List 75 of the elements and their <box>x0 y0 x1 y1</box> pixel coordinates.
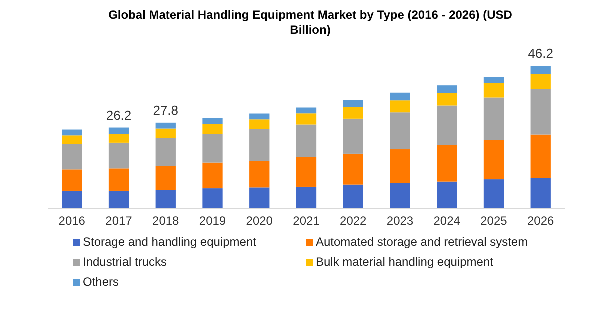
x-tick-label: 2023 <box>386 214 414 228</box>
bar <box>108 168 130 191</box>
x-tick-label: 2020 <box>246 214 274 228</box>
bar <box>296 114 317 125</box>
bar <box>530 89 551 135</box>
bar <box>484 83 504 98</box>
bar <box>250 120 270 130</box>
x-tick-label: 2025 <box>480 214 508 228</box>
x-tick-label: 2019 <box>199 214 226 228</box>
bar <box>156 128 176 138</box>
bar <box>390 150 410 184</box>
x-tick-label: 2021 <box>293 214 320 228</box>
bar <box>343 107 364 119</box>
bar <box>202 118 223 124</box>
bar <box>250 129 270 162</box>
bar <box>250 161 270 188</box>
bar <box>390 183 410 209</box>
bar <box>343 118 364 154</box>
bar <box>484 140 504 180</box>
bar <box>202 124 223 134</box>
legend-label: Storage and handling equipment <box>83 235 258 249</box>
bar <box>156 122 176 129</box>
legend-label: Industrial trucks <box>83 255 168 269</box>
bar <box>437 93 458 106</box>
bar <box>437 86 458 94</box>
bar <box>108 190 130 209</box>
bar <box>437 145 458 182</box>
x-tick-label: 2017 <box>106 214 133 228</box>
annotation: 27.8 <box>153 102 179 118</box>
bar <box>343 184 364 209</box>
annotation: 26.2 <box>106 108 132 123</box>
bar <box>296 186 317 209</box>
bar <box>343 100 364 108</box>
legend-label: Others <box>83 275 120 289</box>
bar <box>62 136 82 144</box>
bar <box>156 166 176 190</box>
bar <box>484 77 504 84</box>
bar <box>202 188 223 209</box>
bar <box>108 142 130 169</box>
bar <box>484 98 504 141</box>
x-tick-label: 2018 <box>152 214 180 228</box>
bar <box>390 100 410 113</box>
bar <box>296 124 317 158</box>
bar <box>437 106 458 146</box>
chart-title: Global Material Handling Equipment Market by Type (2016 - 2026) (USD Billion) <box>108 8 513 37</box>
bar <box>530 66 551 74</box>
bar <box>202 134 223 163</box>
x-tick-label: 2026 <box>528 214 555 228</box>
bar <box>530 134 551 178</box>
bar <box>296 157 317 187</box>
bar <box>62 144 82 170</box>
bar <box>62 130 82 136</box>
bar <box>250 188 270 209</box>
bar <box>390 112 410 150</box>
bar <box>484 180 504 209</box>
bar <box>530 74 551 90</box>
x-tick-label: 2024 <box>434 214 461 228</box>
bar <box>62 170 82 191</box>
bar <box>108 128 130 134</box>
annotation: 46.2 <box>528 46 554 61</box>
bar <box>108 134 130 143</box>
bar <box>156 190 176 209</box>
bar <box>437 182 458 209</box>
bar <box>250 114 270 120</box>
bar <box>156 138 176 166</box>
x-tick-label: 2016 <box>58 214 86 228</box>
bar <box>343 154 364 185</box>
legend-label: Bulk material handling equipment <box>316 255 494 269</box>
bar <box>530 178 551 209</box>
legend-label: Automated storage and retrieval system <box>316 235 528 249</box>
x-tick-label: 2022 <box>340 214 368 228</box>
bar <box>390 92 410 101</box>
bar <box>296 108 317 114</box>
bar <box>202 162 223 189</box>
bar <box>62 190 82 209</box>
